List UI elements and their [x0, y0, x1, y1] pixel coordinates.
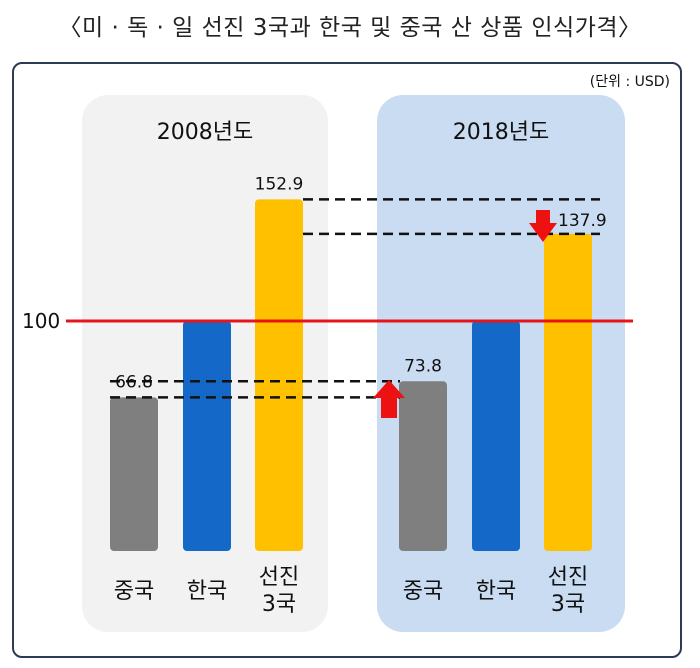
- data-label: 66.8: [115, 372, 153, 392]
- category-label: 중국: [114, 579, 154, 604]
- bar: [472, 321, 520, 551]
- panel-title: 2008년도: [157, 120, 253, 145]
- chart-title: 〈미 · 독 · 일 선진 3국과 한국 및 중국 산 상품 인식가격〉: [58, 15, 642, 41]
- bar: [255, 199, 303, 551]
- category-label: 선진: [548, 565, 588, 590]
- down-arrow-icon: [529, 210, 557, 242]
- unit-note: (단위 : USD): [590, 74, 670, 90]
- data-label: 73.8: [404, 356, 442, 376]
- panel-title: 2018년도: [453, 120, 549, 145]
- category-label: 중국: [403, 579, 443, 604]
- category-label: 한국: [187, 579, 227, 604]
- bar: [544, 233, 592, 551]
- data-label: 152.9: [255, 174, 304, 194]
- up-arrow-icon: [373, 380, 405, 418]
- category-label: 한국: [476, 579, 516, 604]
- category-label: 3국: [262, 592, 296, 617]
- category-label: 선진: [259, 565, 299, 590]
- category-label: 3국: [551, 592, 585, 617]
- bar: [399, 381, 447, 551]
- bar: [183, 321, 231, 551]
- reference-label: 100: [22, 309, 60, 333]
- data-label: 137.9: [558, 211, 607, 231]
- bar: [110, 397, 158, 551]
